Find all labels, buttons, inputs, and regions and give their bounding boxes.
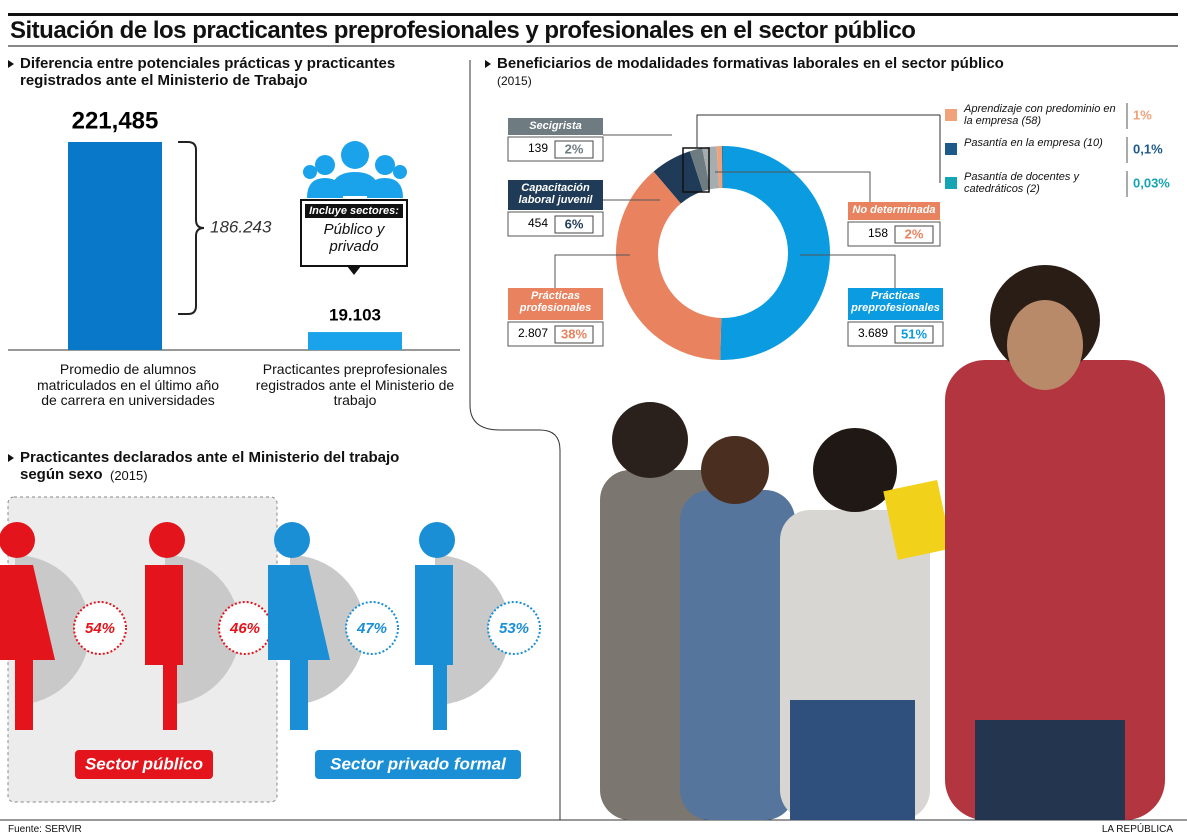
donut-segment [720, 146, 830, 360]
top-rule [8, 13, 1178, 16]
legend-swatch [945, 109, 957, 121]
percent-label: 51% [901, 326, 927, 341]
crowd-icon [303, 141, 407, 198]
percent-box [894, 225, 934, 244]
percent-label: 6% [565, 216, 584, 231]
percent-label: 0,03% [1133, 175, 1170, 190]
group-label-box [75, 750, 213, 779]
badge-label: 53% [499, 620, 529, 637]
publisher: LA REPÚBLICA [1101, 824, 1173, 835]
chart-title: Practicantes declarados ante el Minister… [20, 449, 400, 483]
percent-box [894, 325, 934, 344]
icon-head [419, 522, 455, 558]
bar [308, 332, 402, 350]
percent-label: 1% [1133, 107, 1152, 122]
badge-label: 46% [229, 620, 260, 637]
leader-line [554, 254, 630, 288]
count-label: 3.689 [858, 326, 888, 340]
legend-swatch [945, 143, 957, 155]
percent-label: 38% [561, 326, 587, 341]
badge [487, 601, 541, 655]
source: Fuente: SERVIR [8, 824, 82, 835]
segment-label: Secigrista [529, 120, 582, 132]
percent-label: 2% [905, 226, 924, 241]
icon-male [415, 565, 453, 730]
donut-segment [716, 146, 723, 189]
badge-label: 54% [85, 620, 115, 637]
callout-header [305, 204, 403, 218]
count-label: 139 [528, 141, 548, 155]
category-label: Promedio de alumnos matriculados en el ú… [36, 361, 220, 409]
marker [8, 60, 14, 68]
donut-segment [653, 151, 703, 204]
value-label: 19.103 [329, 306, 381, 325]
divider [469, 60, 561, 820]
badge [73, 601, 127, 655]
backdrop [435, 555, 510, 705]
zoom-box [682, 147, 710, 193]
backdrop [165, 555, 240, 705]
legend-label: Pasantía en la empresa (10) [964, 137, 1103, 149]
legend-swatch [945, 177, 957, 189]
donut-segment [702, 146, 720, 190]
category-label: Practicantes preprofesionales registrado… [255, 361, 455, 409]
badge [345, 601, 399, 655]
photo [600, 265, 1165, 820]
badge-label: 47% [356, 620, 387, 637]
callout-header [508, 288, 603, 320]
icon-female [0, 565, 55, 730]
count-label: 2.807 [518, 326, 548, 340]
callout-header [848, 202, 940, 220]
segment-label: Capacitación laboral juvenil [518, 182, 593, 207]
icon-head [274, 522, 310, 558]
segment-label: No determinada [852, 204, 936, 216]
donut-segment [616, 171, 722, 360]
bar [68, 142, 162, 350]
chart-subtitle: (2015) [497, 74, 532, 88]
icon-male [145, 565, 183, 730]
segment-label: Prácticas profesionales [519, 290, 592, 315]
marker [485, 60, 491, 68]
group-label-box [315, 750, 521, 779]
count-label: 454 [528, 216, 548, 230]
callout-text: Público y privado [323, 221, 385, 255]
legend-label: Aprendizaje con predominio en la empresa… [964, 103, 1116, 128]
callout-title: Incluye sectores: [309, 205, 399, 217]
callout-header [508, 118, 603, 135]
page-title: Situación de los practicantes preprofesi… [10, 17, 916, 44]
leader-line [696, 114, 941, 183]
marker [8, 454, 14, 462]
segment-label: Prácticas preprofesionales [851, 290, 940, 315]
chart-title: Beneficiarios de modalidades formativas … [497, 55, 1004, 72]
callout-header [508, 180, 603, 210]
group-label: Sector público [85, 754, 203, 773]
leader-line [800, 254, 896, 288]
count-label: 158 [868, 226, 888, 240]
bracket [178, 141, 205, 315]
annotation: 186.243 [210, 217, 272, 236]
value-label: 221,485 [72, 107, 159, 134]
icon-head [0, 522, 35, 558]
percent-box [554, 325, 594, 344]
percent-label: 0,1% [1133, 141, 1163, 156]
group-label: Sector privado formal [330, 754, 507, 773]
donut-segment [689, 148, 711, 192]
icon-female [268, 565, 330, 730]
callout-pointer [347, 266, 361, 275]
chart-title: Diferencia entre potenciales prácticas y… [20, 55, 396, 89]
chart-subtitle: (2015) [110, 468, 148, 483]
percent-box [554, 140, 594, 159]
icon-head [149, 522, 185, 558]
percent-box [554, 215, 594, 234]
percent-label: 2% [565, 141, 584, 156]
callout-header [848, 288, 943, 320]
donut-segment [721, 146, 723, 189]
legend-label: Pasantía de docentes y catedráticos (2) [964, 171, 1079, 196]
leader-line [715, 171, 871, 202]
